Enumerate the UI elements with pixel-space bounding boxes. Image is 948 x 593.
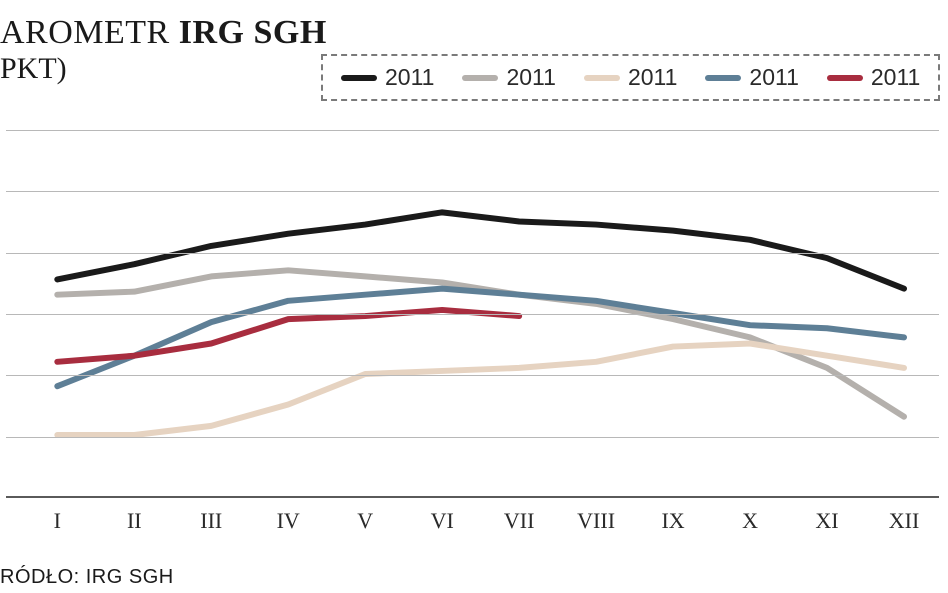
legend-label: 2011 [385,64,434,91]
line-chart-svg [6,130,939,496]
x-tick-label: V [357,508,373,534]
x-tick-label: VIII [577,508,615,534]
title-block: AROMETR IRG SGH PKT) [0,14,327,86]
legend-label: 2011 [506,64,555,91]
chart-title: AROMETR IRG SGH [0,14,327,52]
x-tick-label: IV [277,508,300,534]
x-tick-label: VI [431,508,454,534]
x-tick-label: II [127,508,142,534]
title-regular-part: AROMETR [0,14,179,51]
gridline [6,375,939,376]
legend-swatch [341,75,377,81]
gridline [6,191,939,192]
legend-swatch [584,75,620,81]
legend-item: 2011 [705,64,798,91]
plot-area: 0000000IIIIIIIVVVIVIIVIIIIXXXIXII [6,130,939,498]
legend-swatch [705,75,741,81]
source-label: RÓDŁO: IRG SGH [0,566,174,589]
x-tick-label: VII [504,508,535,534]
gridline [6,314,939,315]
x-tick-label: IX [661,508,684,534]
legend-swatch [462,75,498,81]
gridline [6,130,939,131]
legend-item: 2011 [462,64,555,91]
gridline [6,437,939,438]
x-tick-label: X [742,508,758,534]
legend-item: 2011 [584,64,677,91]
x-tick-label: III [200,508,222,534]
series-line [57,310,519,362]
gridline [6,253,939,254]
legend: 2011 2011 2011 2011 2011 [321,54,940,101]
x-tick-label: XII [889,508,920,534]
chart-subtitle: PKT) [0,52,327,86]
series-line [57,212,904,288]
legend-item: 2011 [827,64,920,91]
x-tick-label: XI [815,508,838,534]
title-bold-part: IRG SGH [179,14,327,51]
legend-swatch [827,75,863,81]
legend-label: 2011 [871,64,920,91]
legend-item: 2011 [341,64,434,91]
x-tick-label: I [54,508,61,534]
legend-label: 2011 [628,64,677,91]
legend-label: 2011 [749,64,798,91]
chart-container: AROMETR IRG SGH PKT) 2011201120112011201… [0,0,948,593]
series-line [57,344,904,436]
